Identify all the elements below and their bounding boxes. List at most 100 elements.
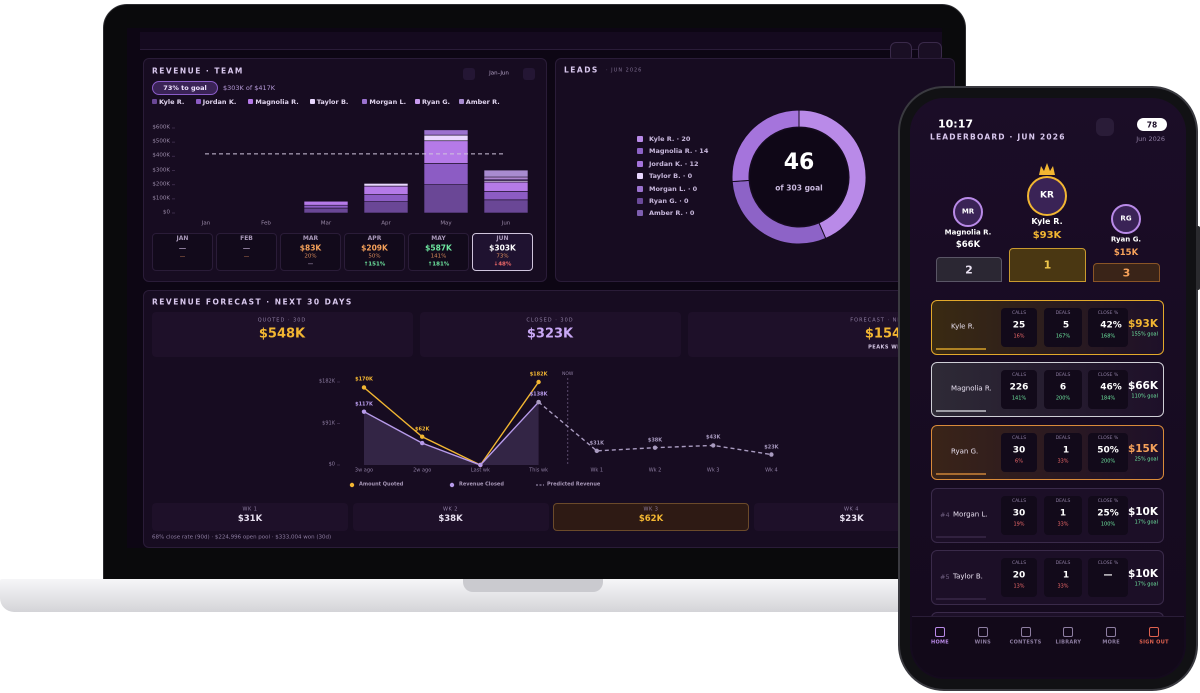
stat-header: CLOSE % [1097, 498, 1119, 504]
month-stat: — [179, 253, 186, 260]
crown [1039, 163, 1055, 175]
row-name: Magnolia R. [951, 384, 992, 393]
stat-box [1088, 496, 1128, 535]
stat-header: CALLS [1011, 372, 1027, 378]
nav-icon [935, 627, 945, 637]
stat-box [1088, 370, 1128, 409]
podium-amount: $15K [1113, 247, 1139, 258]
row-amount: $15K [1127, 442, 1158, 455]
row-goal: 17% goal [1134, 519, 1158, 526]
stat-value: 30 [1012, 508, 1026, 519]
legend-swatch [415, 99, 420, 104]
week-value: $23K [839, 513, 864, 524]
stat-header: CALLS [1011, 560, 1027, 566]
prev-button [463, 68, 475, 80]
kpi-value: $548K [258, 326, 306, 342]
month-stat: — [307, 261, 314, 268]
stat-box [1088, 558, 1128, 597]
month-label: JAN [176, 235, 189, 242]
point [361, 409, 367, 414]
period-label: Jun 2026 [1136, 134, 1165, 143]
value-label: $138K [529, 391, 548, 398]
progress-bar [936, 598, 986, 600]
y-tick-label: $0 [163, 209, 170, 216]
podium-place: 3 [1122, 266, 1131, 279]
row-amount: $10K [1127, 567, 1158, 580]
podium-amount: $66K [955, 239, 981, 250]
month-stat: — [178, 243, 187, 253]
row-name: Taylor B. [953, 572, 983, 581]
stat-pct: 33% [1057, 521, 1069, 528]
month-stat: ↓48% [493, 261, 512, 268]
legend-swatch [362, 99, 368, 104]
legend-label: Magnolia R. [255, 97, 299, 106]
week-label: WK 2 [443, 506, 458, 513]
podium-name: Kyle R. [1031, 217, 1063, 226]
progress-bar [936, 536, 986, 538]
stat-header: DEALS [1055, 435, 1071, 441]
legend-swatch [637, 148, 643, 155]
range-label: Jan–Jun [489, 70, 509, 77]
legend-swatch [449, 482, 455, 488]
x-tick-label: 3w ago [354, 467, 374, 474]
stat-box [1044, 308, 1082, 347]
month-label: JUN [496, 235, 509, 242]
month-stat: ↑181% [427, 261, 450, 268]
line [363, 401, 540, 466]
stat-pct: 200% [1100, 458, 1116, 465]
legend-swatch [349, 482, 355, 488]
goal-badge [152, 81, 218, 95]
stat-value: 5 [1062, 320, 1070, 331]
x-tick-label: Last wk [470, 467, 490, 474]
week-value: $62K [638, 513, 664, 524]
y-tick-label: $300K [152, 166, 170, 173]
podium-amount: $93K [1032, 230, 1062, 241]
y-tick-label: $100K [152, 195, 170, 202]
stat-box [1001, 433, 1037, 472]
row-goal: 155% goal [1131, 331, 1158, 338]
stat-header: CALLS [1011, 435, 1027, 441]
stat-value: 1 [1059, 508, 1067, 519]
point [420, 434, 425, 439]
x-tick-label: Wk 2 [648, 467, 662, 474]
month-label: MAY [431, 235, 446, 242]
month-stat: $587K [425, 243, 452, 253]
legend-label: Amount Quoted [359, 481, 404, 488]
panel-title: REVENUE FORECAST · NEXT 30 DAYS [152, 297, 353, 307]
x-tick-label: Wk 3 [706, 467, 720, 474]
x-tick-label: Wk 4 [765, 467, 778, 474]
avatar [1027, 176, 1067, 216]
legend-label: Jordan K. [202, 97, 237, 106]
week-label: WK 1 [242, 506, 258, 513]
battery [1137, 118, 1167, 131]
progress-bar [936, 410, 986, 412]
stat-header: DEALS [1055, 310, 1071, 316]
nav-label: HOME [930, 639, 950, 646]
stat-box [1044, 558, 1082, 597]
stat-value: 25 [1012, 320, 1026, 331]
month-stat: 50% [368, 253, 381, 260]
week-card [152, 503, 348, 531]
stat-pct: 6% [1015, 458, 1023, 465]
stat-box [1088, 433, 1128, 472]
podium-step [1009, 248, 1086, 282]
kpi-card [420, 312, 681, 357]
progress-bar [936, 348, 986, 350]
stat-value: 6 [1059, 382, 1067, 393]
legend-swatch [637, 210, 643, 217]
legend-label: Kyle R. [159, 97, 185, 106]
month-label: APR [367, 235, 382, 242]
stat-pct: 167% [1055, 333, 1071, 340]
month-stat: $303K [489, 243, 516, 253]
y-tick-label: $600K [152, 124, 170, 131]
stat-pct: 19% [1013, 521, 1025, 528]
value-label: $43K [706, 434, 721, 441]
stat-value: — [1103, 570, 1113, 581]
month-card [216, 233, 277, 271]
nav-label: WINS [974, 639, 991, 646]
legend-swatch [637, 173, 643, 180]
week-value: $38K [438, 513, 463, 524]
